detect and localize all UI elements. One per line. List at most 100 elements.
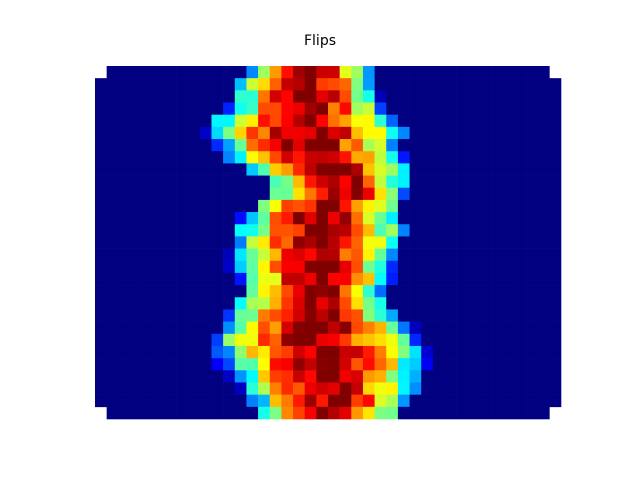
heatmap-cell: [351, 114, 364, 128]
heatmap-cell: [479, 285, 492, 298]
heatmap-cell: [502, 297, 515, 310]
heatmap-cell: [118, 382, 131, 395]
heatmap-cell: [444, 333, 457, 347]
heatmap-cell: [118, 248, 131, 262]
heatmap-cell: [281, 175, 294, 189]
heatmap-cell: [258, 406, 271, 420]
heatmap-cell: [304, 321, 317, 335]
heatmap-cell: [281, 199, 294, 213]
heatmap-cell: [211, 370, 224, 383]
heatmap-cell: [141, 126, 154, 140]
heatmap-cell: [223, 358, 236, 371]
heatmap-cell: [502, 78, 515, 91]
heatmap-cell: [129, 248, 142, 262]
heatmap-cell: [328, 394, 340, 408]
heatmap-cell: [269, 151, 282, 164]
heatmap-cell: [479, 358, 492, 371]
heatmap-cell: [526, 297, 538, 310]
heatmap-cell: [129, 370, 142, 383]
heatmap-cell: [467, 102, 480, 115]
heatmap-cell: [549, 248, 562, 262]
heatmap-cell: [106, 78, 119, 91]
heatmap-cell: [223, 66, 236, 79]
heatmap-cell: [409, 102, 422, 115]
heatmap-cell: [293, 139, 305, 152]
heatmap-cell: [269, 297, 282, 310]
heatmap-cell: [502, 151, 515, 164]
heatmap-cell: [467, 345, 480, 359]
heatmap-cell: [199, 358, 212, 371]
heatmap-cell: [211, 151, 224, 164]
heatmap-cell: [444, 358, 457, 371]
heatmap-cell: [129, 126, 142, 140]
heatmap-cell: [479, 321, 492, 335]
heatmap-cell: [118, 139, 131, 152]
heatmap-cell: [432, 187, 445, 201]
heatmap-cell: [491, 285, 504, 298]
heatmap-cell: [95, 114, 107, 128]
heatmap-cell: [537, 212, 550, 225]
heatmap-cell: [316, 297, 329, 310]
heatmap-cell: [339, 187, 352, 201]
heatmap-cell: [386, 90, 399, 103]
heatmap-cell: [293, 78, 305, 91]
heatmap-cell: [502, 66, 515, 79]
heatmap-cell: [316, 333, 329, 347]
heatmap-cell: [293, 394, 305, 408]
heatmap-cell: [118, 260, 131, 274]
heatmap-cell: [456, 199, 469, 213]
heatmap-cell: [409, 66, 422, 79]
heatmap-cell: [293, 260, 305, 274]
heatmap-cell: [549, 187, 562, 201]
heatmap-cell: [421, 309, 434, 322]
heatmap-cell: [269, 260, 282, 274]
heatmap-cell: [362, 309, 375, 322]
heatmap-cell: [246, 212, 259, 225]
heatmap-cell: [304, 187, 317, 201]
heatmap-cell: [491, 345, 504, 359]
heatmap-cell: [549, 163, 562, 176]
heatmap-cell: [293, 163, 305, 176]
heatmap-cell: [118, 66, 131, 79]
heatmap-cell: [141, 114, 154, 128]
heatmap-cell: [246, 151, 259, 164]
heatmap-cell: [549, 297, 562, 310]
heatmap-cell: [269, 321, 282, 335]
heatmap-cell: [479, 90, 492, 103]
heatmap-cell: [514, 236, 527, 249]
heatmap-cell: [246, 224, 259, 237]
heatmap-cell: [491, 236, 504, 249]
heatmap-cell: [467, 199, 480, 213]
heatmap-cell: [502, 321, 515, 335]
heatmap-cell: [537, 370, 550, 383]
heatmap-cell: [549, 382, 562, 395]
heatmap-cell: [502, 248, 515, 262]
heatmap-cell: [153, 333, 166, 347]
heatmap-cell: [153, 285, 166, 298]
heatmap-cell: [491, 199, 504, 213]
heatmap-cell: [199, 102, 212, 115]
heatmap-cell: [444, 175, 457, 189]
heatmap-cell: [491, 333, 504, 347]
heatmap-cell: [293, 358, 305, 371]
heatmap-cell: [526, 260, 538, 274]
heatmap-cell: [176, 260, 189, 274]
heatmap-cell: [118, 394, 131, 408]
heatmap-cell: [199, 394, 212, 408]
heatmap-cell: [304, 297, 317, 310]
heatmap-cell: [153, 139, 166, 152]
heatmap-cell: [188, 187, 201, 201]
heatmap-cell: [479, 224, 492, 237]
heatmap-cell: [444, 321, 457, 335]
heatmap-cell: [479, 78, 492, 91]
heatmap-cell: [526, 90, 538, 103]
heatmap-cell: [397, 236, 410, 249]
heatmap-cell: [129, 285, 142, 298]
heatmap-cell: [164, 358, 177, 371]
heatmap-cell: [432, 370, 445, 383]
heatmap-cell: [164, 212, 177, 225]
heatmap-cell: [444, 114, 457, 128]
heatmap-cell: [316, 187, 329, 201]
heatmap-cell: [502, 345, 515, 359]
heatmap-cell: [304, 199, 317, 213]
